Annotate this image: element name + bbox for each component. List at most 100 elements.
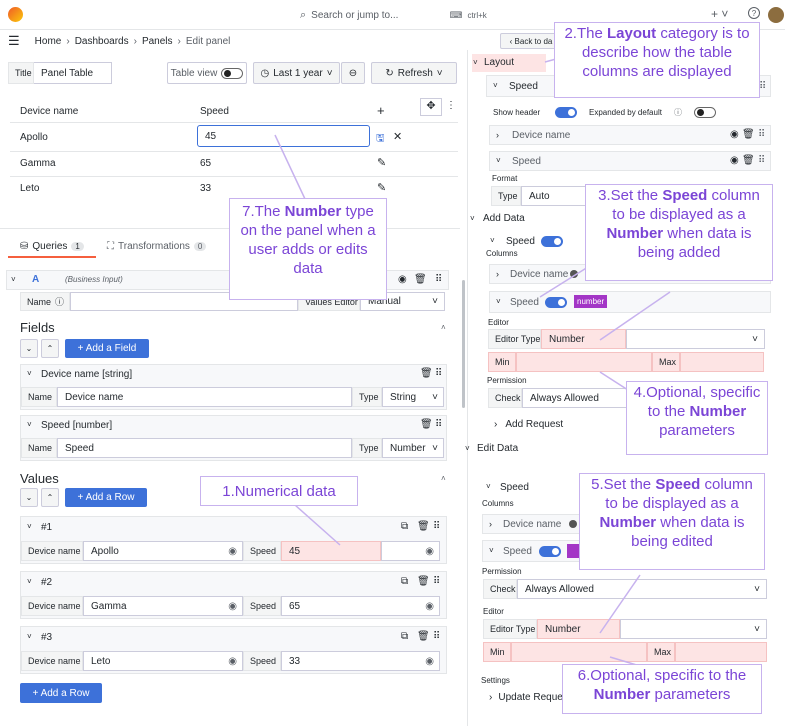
back-to-dashboard-button[interactable]: ‹ Back to da (500, 33, 562, 49)
grafana-logo-icon[interactable] (8, 7, 23, 22)
trash-icon[interactable]: 🗑 (417, 631, 430, 642)
copy-icon[interactable]: ⧉ (401, 576, 409, 587)
breadcrumb-dashboards[interactable]: Dashboards (74, 35, 129, 47)
add-field-button[interactable]: + Add a Field (65, 339, 149, 358)
drag-handle-icon[interactable]: ⠿ (759, 81, 767, 92)
edit-pencil-icon[interactable]: ✎ (377, 157, 387, 169)
trash-icon[interactable]: 🗑 (742, 129, 755, 140)
field-type-select[interactable]: Number ˅ (382, 438, 444, 458)
copy-icon[interactable]: ⧉ (401, 631, 409, 642)
trash-icon[interactable]: 🗑 (417, 521, 430, 532)
expanded-default-toggle[interactable] (694, 107, 716, 118)
expand-all-button[interactable]: ⌃ (41, 339, 59, 358)
search-placeholder[interactable]: Search or jump to... (311, 9, 399, 21)
speed-visibility[interactable]: ◉ (381, 541, 440, 561)
chevron-down-icon[interactable]: ˅ (493, 81, 498, 90)
trash-icon[interactable]: 🗑 (417, 576, 430, 587)
zoom-out-button[interactable]: ⊖ (341, 62, 365, 84)
permission-check-select[interactable]: Always Allowed ˅ (517, 579, 767, 599)
drag-handle-icon[interactable]: ⠿ (435, 274, 443, 285)
tab-transformations[interactable]: ⛶ Transformations 0 (107, 241, 207, 252)
min-input[interactable] (511, 642, 647, 662)
add-request-row[interactable]: › Add Request (494, 419, 564, 430)
add-row-button[interactable]: + Add a Row (65, 488, 147, 507)
save-icon[interactable]: 🖫 (376, 133, 385, 144)
editor-type-dropdown[interactable]: ˅ (620, 619, 767, 639)
trash-icon[interactable]: 🗑 (742, 155, 755, 166)
chevron-down-icon[interactable]: ˅ (496, 156, 501, 165)
edit-data-category[interactable]: Edit Data (477, 443, 519, 454)
help-icon[interactable]: ? (748, 7, 760, 19)
drag-handle-icon[interactable]: ⠿ (435, 368, 443, 379)
edit-pencil-icon[interactable]: ✎ (377, 182, 387, 194)
show-header-toggle[interactable] (555, 107, 577, 118)
refresh-button[interactable]: ↻ Refresh ˅ (371, 62, 457, 84)
editor-type-select[interactable]: Number (537, 619, 620, 639)
permission-check-select[interactable]: Always Allowed (522, 388, 632, 408)
min-input[interactable] (516, 352, 652, 372)
drag-handle-icon[interactable]: ⠿ (758, 129, 766, 140)
chevron-down-icon[interactable]: ˅ (27, 420, 32, 429)
speed-input[interactable]: 45 (281, 541, 381, 561)
chevron-down-icon[interactable]: ˅ (27, 369, 32, 378)
chevron-down-icon[interactable]: ˅ (490, 236, 495, 245)
collapse-values-icon[interactable]: ˄ (441, 474, 446, 483)
eye-icon[interactable]: ◉ (398, 274, 407, 285)
drag-handle-icon[interactable]: ⠿ (435, 419, 443, 430)
collapse-all-button[interactable]: ⌄ (20, 339, 38, 358)
max-input[interactable] (675, 642, 767, 662)
speed-number-editor[interactable]: 45 (197, 125, 370, 147)
field-type-select[interactable]: String ˅ (382, 387, 444, 407)
layout-category[interactable]: Layout (472, 54, 546, 72)
max-input[interactable] (680, 352, 764, 372)
field-name-input[interactable]: Speed (57, 438, 352, 458)
trash-icon[interactable]: 🗑 (420, 419, 433, 430)
table-view-toggle[interactable]: Table view (167, 62, 247, 84)
chevron-down-icon[interactable]: ˅ (489, 546, 494, 555)
time-range-picker[interactable]: ◷ Last 1 year ˅ (253, 62, 340, 84)
copy-icon[interactable]: ⧉ (401, 521, 409, 532)
table-view-switch[interactable] (221, 67, 244, 79)
add-row-bottom-button[interactable]: + Add a Row (20, 683, 102, 703)
add-data-category[interactable]: Add Data (483, 213, 525, 224)
add-row-plus-icon[interactable]: + (377, 103, 385, 118)
editor-type-dropdown[interactable]: ˅ (626, 329, 765, 349)
title-input[interactable]: Panel Table (34, 62, 112, 84)
add-data-speed-column-toggle[interactable] (545, 297, 567, 308)
expand-all-button[interactable]: ⌃ (41, 488, 59, 507)
add-data-speed-toggle[interactable] (541, 236, 563, 247)
drag-handle-icon[interactable]: ⠿ (433, 521, 441, 532)
drag-handle-icon[interactable]: ⠿ (758, 155, 766, 166)
more-icon[interactable]: ⋮ (446, 100, 456, 111)
editor-type-select[interactable]: Number (541, 329, 626, 349)
tab-queries[interactable]: ⛁ Queries 1 (20, 241, 84, 252)
scrollbar[interactable] (462, 280, 465, 408)
eye-icon[interactable]: ◉ (730, 155, 739, 166)
breadcrumb-home[interactable]: Home (34, 35, 62, 47)
move-icon[interactable]: ✥ (420, 98, 442, 116)
search-bar[interactable]: ⌕ Search or jump to... ⌨ ctrl+k (300, 5, 490, 25)
device-name-input[interactable]: Gamma ◉ (83, 596, 243, 616)
chevron-down-icon[interactable]: ˅ (27, 577, 32, 586)
column-header-device-name[interactable]: Device name (20, 106, 79, 117)
chevron-down-icon[interactable]: ˅ (11, 275, 16, 284)
speed-input[interactable]: 65 ◉ (281, 596, 440, 616)
eye-icon[interactable]: ◉ (730, 129, 739, 140)
edit-data-speed-toggle[interactable] (539, 546, 561, 557)
breadcrumb-panels[interactable]: Panels (141, 35, 173, 47)
column-header-speed[interactable]: Speed (200, 106, 229, 117)
chevron-down-icon[interactable]: ˅ (486, 482, 491, 491)
chevron-right-icon[interactable]: › (489, 519, 492, 529)
drag-handle-icon[interactable]: ⠿ (433, 576, 441, 587)
chevron-down-icon[interactable]: ˅ (496, 297, 501, 306)
add-menu-button[interactable]: + ˅ (711, 7, 729, 21)
device-name-input[interactable]: Apollo ◉ (83, 541, 243, 561)
cancel-icon[interactable]: ✕ (393, 131, 403, 143)
menu-icon[interactable]: ☰ (8, 33, 20, 48)
trash-icon[interactable]: 🗑 (414, 274, 427, 285)
field-name-input[interactable]: Device name (57, 387, 352, 407)
chevron-down-icon[interactable]: ˅ (27, 632, 32, 641)
chevron-right-icon[interactable]: › (496, 269, 499, 279)
chevron-right-icon[interactable]: › (496, 130, 499, 140)
drag-handle-icon[interactable]: ⠿ (433, 631, 441, 642)
